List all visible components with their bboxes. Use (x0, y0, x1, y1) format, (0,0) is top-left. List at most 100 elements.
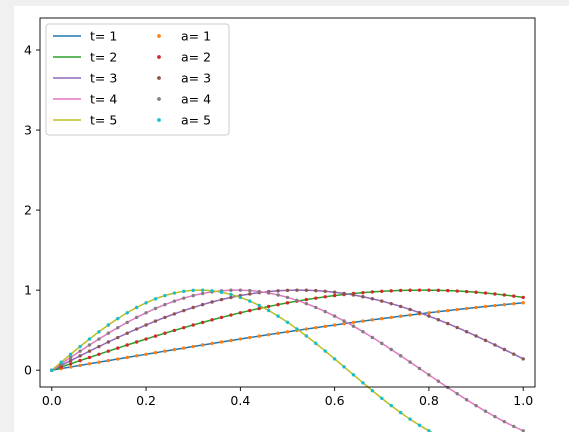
data-point (483, 338, 488, 343)
data-point (153, 297, 158, 301)
data-point (474, 403, 478, 408)
data-point (342, 291, 346, 296)
data-point (314, 305, 318, 310)
data-point (285, 295, 290, 300)
data-point (266, 304, 271, 309)
data-point (427, 373, 431, 377)
data-point (78, 358, 82, 363)
data-point (502, 293, 507, 297)
legend-marker-swatch (157, 118, 161, 122)
data-point (248, 288, 252, 293)
data-point (408, 417, 412, 421)
data-point (238, 337, 243, 341)
data-point (304, 301, 309, 306)
data-point (97, 337, 101, 341)
data-point (351, 324, 356, 328)
data-point (323, 295, 327, 299)
data-point (153, 306, 158, 311)
data-point (163, 293, 167, 298)
data-point (493, 414, 497, 419)
legend-label: t= 2 (90, 50, 117, 65)
legend-label: t= 5 (90, 113, 117, 128)
legend-label: t= 3 (90, 71, 117, 86)
data-point (229, 288, 233, 292)
data-point (172, 312, 177, 316)
data-point (182, 296, 186, 300)
data-point (116, 316, 120, 321)
data-point (408, 288, 412, 292)
data-point (361, 290, 365, 295)
data-point (78, 344, 82, 349)
y-tick-label: 4 (24, 43, 32, 58)
data-point (125, 331, 129, 335)
data-point (78, 363, 82, 368)
series-points-a-2 (50, 288, 525, 372)
data-point (398, 304, 403, 309)
series-points-a-5 (50, 288, 431, 432)
data-point (295, 288, 299, 292)
data-point (200, 291, 205, 296)
data-point (266, 291, 271, 295)
data-point (276, 289, 280, 293)
data-point (436, 379, 441, 383)
data-point (248, 335, 252, 340)
data-point (502, 302, 507, 307)
data-point (464, 289, 469, 294)
data-point (210, 318, 214, 322)
data-point (464, 398, 469, 402)
x-tick-label: 0.4 (230, 393, 250, 408)
data-point (351, 373, 356, 377)
data-point (144, 323, 148, 327)
data-point (304, 334, 309, 338)
data-point (380, 341, 384, 346)
data-point (276, 293, 280, 297)
data-point (483, 304, 488, 309)
data-point (464, 330, 469, 334)
data-point (50, 368, 54, 372)
data-point (191, 323, 195, 327)
data-point (229, 292, 233, 297)
data-point (370, 335, 375, 340)
data-point (361, 319, 365, 323)
data-point (314, 288, 318, 293)
data-point (116, 335, 120, 340)
data-point (200, 320, 205, 325)
legend-label: a= 1 (181, 29, 211, 44)
data-point (474, 305, 478, 310)
data-point (229, 313, 233, 317)
data-point (257, 289, 261, 294)
axes-frame (39, 17, 536, 388)
data-point (398, 354, 403, 358)
data-point (172, 299, 177, 303)
data-point (389, 403, 393, 408)
data-point (361, 295, 365, 299)
data-point (68, 365, 73, 369)
data-point (257, 303, 261, 308)
legend-label: a= 2 (181, 50, 211, 65)
data-point (172, 328, 177, 333)
data-point (314, 341, 318, 346)
data-point (502, 419, 507, 424)
data-point (512, 294, 516, 298)
data-point (389, 301, 393, 306)
data-point (493, 292, 497, 296)
y-tick-label: 1 (24, 283, 32, 298)
data-point (191, 305, 195, 310)
data-point (314, 325, 318, 330)
data-point (276, 331, 280, 335)
data-point (304, 327, 309, 331)
data-point (380, 299, 384, 303)
data-point (380, 289, 384, 294)
y-tick-label: 0 (24, 363, 32, 378)
data-point (446, 288, 450, 293)
data-point (474, 334, 478, 338)
data-point (182, 308, 186, 313)
data-point (125, 311, 129, 315)
data-point (436, 318, 441, 322)
data-point (200, 302, 205, 307)
data-point (106, 340, 111, 344)
legend-label: a= 3 (181, 71, 211, 86)
data-point (219, 290, 224, 294)
data-point (191, 344, 195, 349)
data-point (68, 352, 73, 356)
